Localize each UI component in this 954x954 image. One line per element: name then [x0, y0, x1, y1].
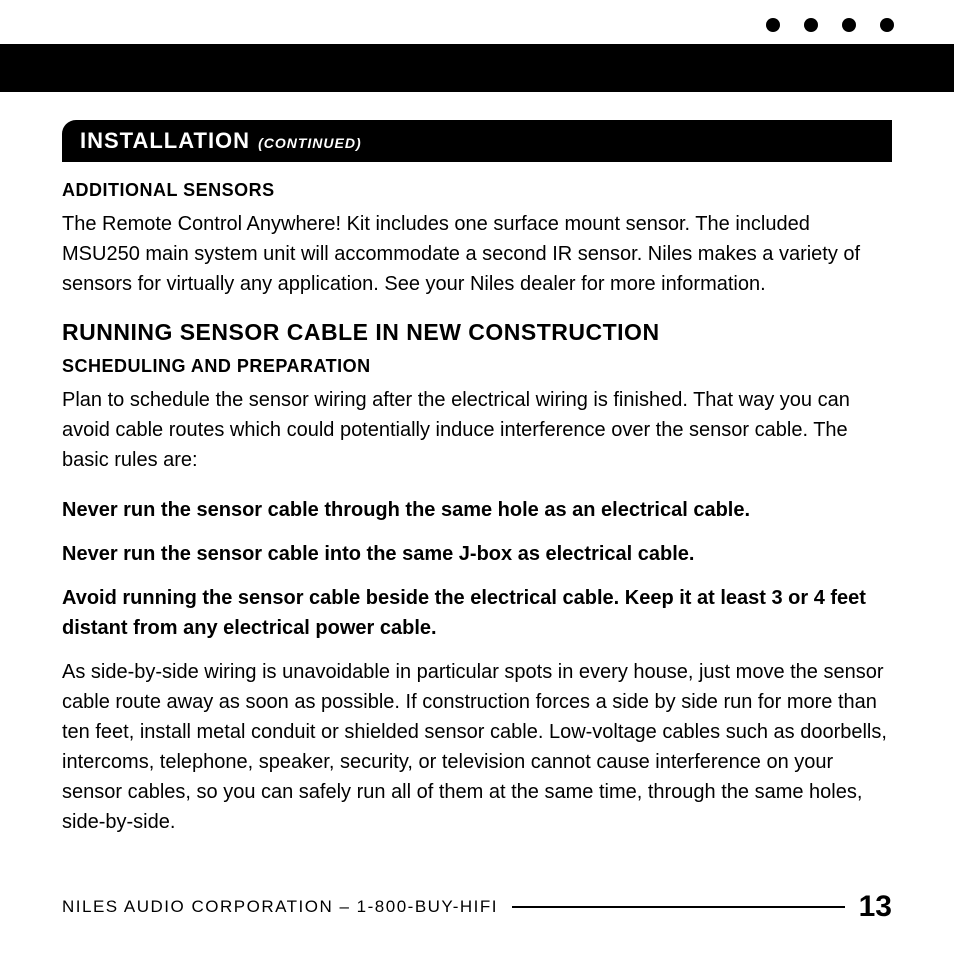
dot-icon [880, 18, 894, 32]
page-number: 13 [859, 890, 892, 924]
header-bar [0, 44, 954, 92]
heading-running-cable: RUNNING SENSOR CABLE IN NEW CONSTRUCTION [62, 319, 892, 346]
para-scheduling-intro: Plan to schedule the sensor wiring after… [62, 385, 892, 475]
dot-icon [804, 18, 818, 32]
page-footer: NILES AUDIO CORPORATION – 1-800-BUY-HIFI… [62, 890, 892, 924]
rule-1: Never run the sensor cable through the s… [62, 495, 892, 525]
rule-2: Never run the sensor cable into the same… [62, 539, 892, 569]
page-content: INSTALLATION (CONTINUED) ADDITIONAL SENS… [62, 120, 892, 857]
section-continued: (CONTINUED) [258, 135, 362, 151]
footer-rule [512, 906, 845, 908]
header-dots [766, 18, 894, 32]
dot-icon [842, 18, 856, 32]
footer-company: NILES AUDIO CORPORATION – 1-800-BUY-HIFI [62, 897, 498, 917]
rule-3: Avoid running the sensor cable beside th… [62, 583, 892, 643]
para-additional-sensors: The Remote Control Anywhere! Kit include… [62, 209, 892, 299]
subhead-scheduling: SCHEDULING AND PREPARATION [62, 356, 892, 377]
dot-icon [766, 18, 780, 32]
section-title: INSTALLATION [80, 128, 250, 154]
para-scheduling-closing: As side-by-side wiring is unavoidable in… [62, 657, 892, 837]
section-header-installation: INSTALLATION (CONTINUED) [62, 120, 892, 162]
subhead-additional-sensors: ADDITIONAL SENSORS [62, 180, 892, 201]
